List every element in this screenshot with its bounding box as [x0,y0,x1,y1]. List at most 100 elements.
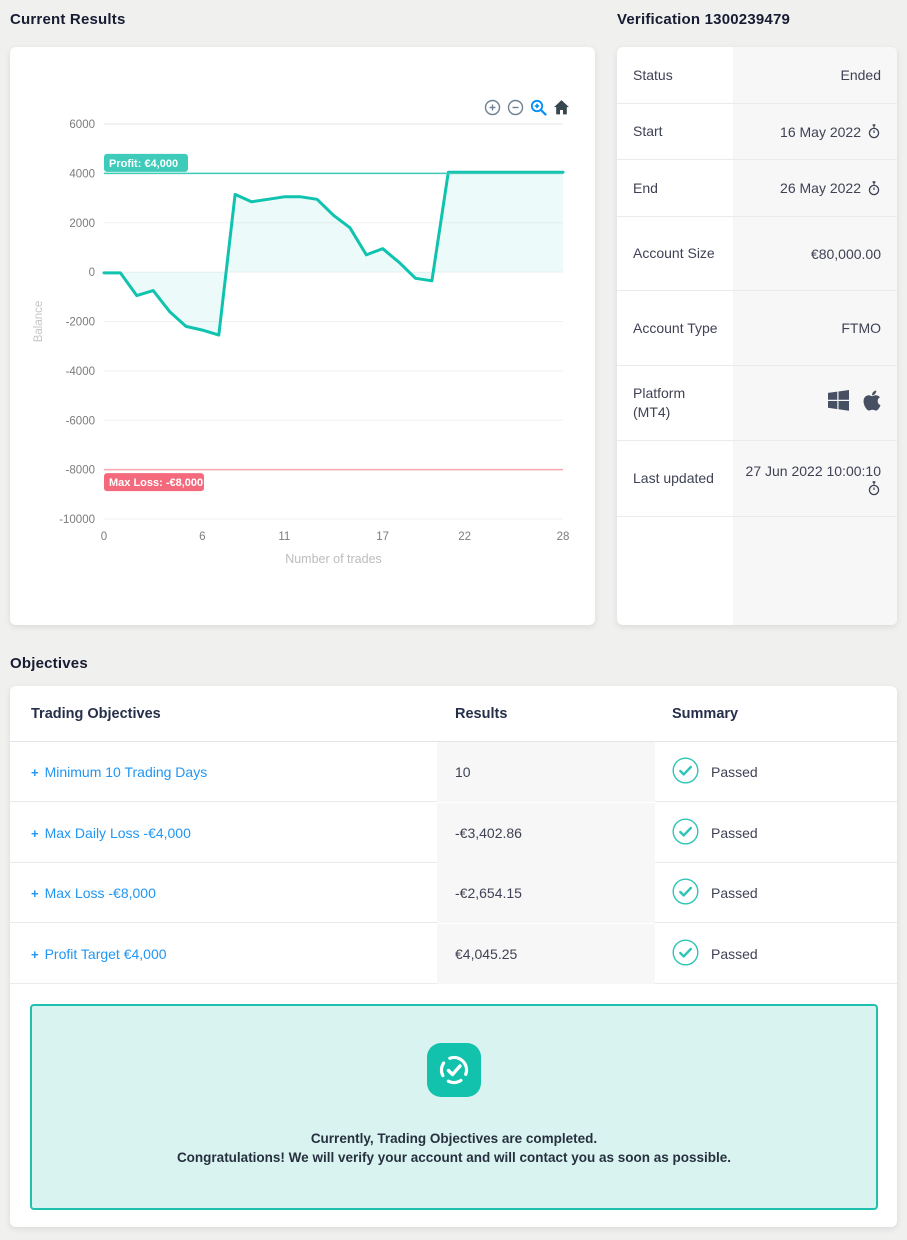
selection-zoom-icon[interactable] [530,99,547,116]
objective-row: + Max Daily Loss -€4,000 -€3,402.86 Pass… [10,803,897,863]
summary-status-text: Passed [711,946,758,962]
result-cell-bg [437,803,655,863]
verification-row-end: End 26 May 2022 [617,160,897,217]
objective-label[interactable]: Max Loss -€8,000 [44,885,156,901]
objective-summary: Passed [672,803,758,863]
annotation-label: Max Loss: -€8,000 [109,477,203,489]
verification-row-start: Start 16 May 2022 [617,104,897,160]
objective-summary: Passed [672,924,758,984]
objective-result: -€2,654.15 [455,885,522,901]
expand-plus-icon[interactable]: + [31,825,39,841]
objective-label[interactable]: Profit Target €4,000 [44,946,167,962]
start-date-value: 16 May 2022 [780,123,861,140]
row-label: Status [633,66,673,83]
banner-line1: Currently, Trading Objectives are comple… [310,1131,598,1146]
objective-link-max-loss[interactable]: + Max Loss -€8,000 [31,863,156,923]
col-trading-objectives: Trading Objectives [31,706,161,722]
check-circle-icon [672,939,699,969]
result-cell-bg [437,924,655,984]
col-results: Results [455,706,508,722]
platform-icons [828,389,881,417]
annotation-label: Profit: €4,000 [109,158,178,170]
verification-row-account-size: Account Size €80,000.00 [617,217,897,291]
row-label: Platform (MT4) [633,385,686,420]
verification-row-status: Status Ended [617,47,897,104]
objectives-complete-banner: Currently, Trading Objectives are comple… [30,1004,878,1210]
row-label: End [633,179,658,196]
balance-chart[interactable]: 6000 4000 2000 0 -2000 -4000 -6000 -8000 -10000 0… [10,47,595,625]
zoom-in-icon[interactable] [484,99,501,116]
objectives-card: Trading Objectives Results Summary + Min… [10,686,897,1227]
row-label: Start [633,123,663,139]
verification-row-last-updated: Last updated 27 Jun 2022 10:00:10 [617,441,897,517]
stopwatch-icon [867,124,881,139]
summary-status-text: Passed [711,885,758,901]
objective-row: + Minimum 10 Trading Days 10 Passed [10,742,897,802]
result-cell-bg [437,863,655,923]
check-circle-icon [672,818,699,848]
x-tick-label: 22 [458,531,471,543]
zoom-out-icon[interactable] [507,99,524,116]
objective-result: -€3,402.86 [455,825,522,841]
y-tick-label: -6000 [66,415,95,427]
apple-icon [863,389,881,417]
objective-result: 10 [455,764,471,780]
row-label: Account Size [633,245,715,261]
objective-summary: Passed [672,742,758,802]
objective-label[interactable]: Max Daily Loss -€4,000 [44,825,191,841]
home-icon[interactable] [553,99,570,116]
row-label: Last updated [633,470,714,486]
verification-row-account-type: Account Type FTMO [617,291,897,366]
objectives-table-header: Trading Objectives Results Summary [10,686,897,742]
y-tick-label: -2000 [66,317,95,329]
account-type-value: FTMO [841,320,881,336]
objective-result: €4,045.25 [455,946,518,962]
y-tick-label: 2000 [69,218,95,230]
verification-title: Verification 1300239479 [617,11,791,28]
stopwatch-icon [867,180,881,196]
banner-line2: Congratulations! We will verify your acc… [176,1150,732,1165]
summary-status-text: Passed [711,825,758,841]
objective-link-max-daily-loss[interactable]: + Max Daily Loss -€4,000 [31,803,191,863]
objective-row: + Max Loss -€8,000 -€2,654.15 Passed [10,863,897,923]
chart-toolbar [484,99,570,116]
annotation-badge [104,473,204,492]
objective-link-profit-target[interactable]: + Profit Target €4,000 [31,924,167,984]
x-tick-label: 17 [376,531,389,543]
last-updated-value: 27 Jun 2022 10:00:10 [745,463,881,479]
x-tick-label: 28 [557,531,570,543]
verification-card: Status Ended Start 16 May 2022 End 26 Ma… [617,47,897,625]
expand-plus-icon[interactable]: + [31,946,39,962]
summary-status-text: Passed [711,764,758,780]
status-value: Ended [840,67,881,83]
balance-line [102,170,565,337]
windows-icon [828,390,849,416]
y-tick-label: 0 [89,267,95,279]
row-label: Account Type [633,319,718,336]
objective-row: + Profit Target €4,000 €4,045.25 Passed [10,924,897,984]
y-tick-label: 4000 [69,168,95,180]
x-tick-label: 6 [199,531,205,543]
current-results-card: 6000 4000 2000 0 -2000 -4000 -6000 -8000 -10000 0… [10,47,595,625]
x-axis-title: Number of trades [285,552,382,566]
col-summary: Summary [672,706,739,722]
y-tick-label: -4000 [66,366,95,378]
expand-plus-icon[interactable]: + [31,764,39,780]
y-axis-title: Balance [33,301,45,343]
x-tick-label: 11 [278,531,290,543]
objective-summary: Passed [672,863,758,923]
y-tick-label: -10000 [59,514,95,526]
x-tick-label: 0 [101,531,107,543]
dashed-circle-check-icon [427,1043,481,1097]
current-results-title: Current Results [10,11,126,28]
check-circle-icon [672,757,699,787]
annotation-badge [104,153,188,172]
end-date-value: 26 May 2022 [780,180,861,196]
y-tick-label: 6000 [69,119,95,131]
objective-link-min-trading-days[interactable]: + Minimum 10 Trading Days [31,742,207,802]
expand-plus-icon[interactable]: + [31,885,39,901]
check-circle-icon [672,878,699,908]
objective-label[interactable]: Minimum 10 Trading Days [44,764,208,780]
verification-row-platform: Platform (MT4) [617,366,897,441]
